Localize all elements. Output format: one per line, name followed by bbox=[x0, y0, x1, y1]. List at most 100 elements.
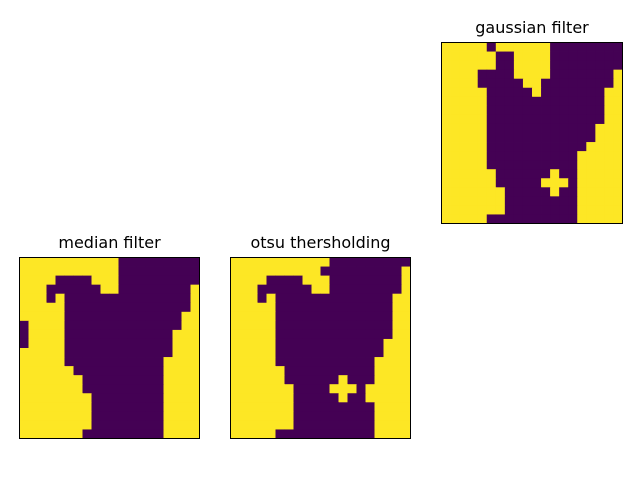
heatmap-cell bbox=[441, 205, 451, 215]
heatmap-cell bbox=[266, 402, 276, 412]
heatmap-cell bbox=[486, 151, 497, 161]
heatmap-cell bbox=[100, 311, 110, 322]
heatmap-cell bbox=[64, 429, 74, 439]
heatmap-cell bbox=[19, 357, 29, 367]
heatmap-cell bbox=[568, 96, 578, 107]
heatmap-cell bbox=[604, 87, 614, 98]
heatmap-cell bbox=[64, 357, 74, 367]
heatmap-cell bbox=[257, 329, 267, 340]
heatmap-cell bbox=[230, 320, 240, 331]
heatmap-cell bbox=[568, 187, 578, 197]
heatmap-cell bbox=[522, 78, 533, 89]
heatmap-cell bbox=[73, 393, 83, 403]
heatmap-cell bbox=[604, 69, 614, 80]
heatmap-cell bbox=[239, 302, 249, 313]
heatmap-cell bbox=[541, 133, 551, 143]
heatmap-cell bbox=[522, 178, 533, 188]
heatmap-cell bbox=[532, 205, 542, 215]
heatmap-cell bbox=[19, 257, 29, 267]
heatmap-cell bbox=[329, 275, 339, 286]
heatmap-cell bbox=[604, 123, 614, 134]
heatmap-cell bbox=[248, 257, 258, 267]
heatmap-cell bbox=[145, 366, 155, 376]
heatmap-cell bbox=[82, 357, 92, 367]
heatmap-cell bbox=[586, 178, 596, 188]
heatmap-cell bbox=[109, 302, 119, 313]
heatmap-cell bbox=[568, 42, 578, 52]
heatmap-cell bbox=[127, 293, 137, 304]
heatmap-cell bbox=[275, 320, 285, 331]
heatmap-cell bbox=[55, 284, 65, 295]
heatmap-cell bbox=[522, 105, 533, 116]
heatmap-cell bbox=[28, 348, 38, 358]
heatmap-cell bbox=[450, 51, 460, 61]
heatmap-cell bbox=[181, 384, 191, 394]
heatmap-cell bbox=[19, 284, 29, 295]
heatmap-cell bbox=[248, 375, 258, 385]
heatmap-cell bbox=[275, 411, 285, 421]
heatmap-cell bbox=[64, 284, 74, 295]
heatmap-cell bbox=[550, 196, 560, 206]
heatmap-cell bbox=[441, 160, 451, 170]
heatmap-cell bbox=[550, 187, 560, 197]
heatmap-cell bbox=[604, 78, 614, 89]
heatmap-cell bbox=[73, 348, 83, 358]
heatmap-cell bbox=[127, 411, 137, 421]
heatmap-cell bbox=[82, 375, 92, 385]
heatmap-cell bbox=[145, 338, 155, 349]
heatmap-cell bbox=[154, 284, 164, 295]
heatmap-cell bbox=[477, 178, 488, 188]
heatmap-cell bbox=[468, 160, 479, 170]
heatmap-cell bbox=[82, 420, 92, 430]
heatmap-cell bbox=[239, 275, 249, 286]
heatmap-cell bbox=[154, 366, 164, 376]
heatmap-cell bbox=[91, 420, 101, 430]
heatmap-cell bbox=[383, 420, 393, 430]
heatmap-cell bbox=[275, 257, 285, 267]
heatmap-cell bbox=[154, 420, 164, 430]
heatmap-cell bbox=[532, 187, 542, 197]
heatmap-cell bbox=[181, 293, 191, 304]
heatmap-cell bbox=[495, 169, 506, 179]
heatmap-cell bbox=[248, 420, 258, 430]
heatmap-cell bbox=[284, 284, 294, 295]
heatmap-cell bbox=[347, 338, 357, 349]
heatmap-cell bbox=[577, 69, 587, 80]
heatmap-cell bbox=[541, 105, 551, 116]
heatmap-cell bbox=[109, 384, 119, 394]
heatmap-cell bbox=[248, 411, 258, 421]
heatmap-cell bbox=[230, 393, 240, 403]
heatmap-cell bbox=[37, 320, 47, 331]
heatmap-cell bbox=[392, 338, 402, 349]
heatmap-cell bbox=[338, 302, 348, 313]
heatmap-cell bbox=[504, 51, 515, 61]
heatmap-cell bbox=[230, 384, 240, 394]
heatmap-cell bbox=[190, 284, 200, 295]
heatmap-cell bbox=[495, 142, 506, 152]
heatmap-cell bbox=[82, 293, 92, 304]
heatmap-cell bbox=[365, 384, 375, 394]
heatmap-cell bbox=[284, 257, 294, 267]
heatmap-cell bbox=[577, 187, 587, 197]
heatmap-cell bbox=[401, 384, 411, 394]
heatmap-cell bbox=[284, 366, 294, 376]
heatmap-cell bbox=[441, 142, 451, 152]
heatmap-cell bbox=[127, 302, 137, 313]
heatmap-cell bbox=[383, 402, 393, 412]
heatmap-cell bbox=[172, 320, 182, 331]
heatmap-cell bbox=[55, 338, 65, 349]
heatmap-cell bbox=[513, 142, 524, 152]
heatmap-cell bbox=[450, 196, 460, 206]
heatmap-cell bbox=[568, 51, 578, 61]
heatmap-cell bbox=[468, 214, 479, 224]
heatmap-cell bbox=[248, 311, 258, 322]
heatmap-cell bbox=[468, 133, 479, 143]
heatmap-cell bbox=[55, 320, 65, 331]
heatmap-cell bbox=[302, 320, 312, 331]
heatmap-cell bbox=[37, 420, 47, 430]
heatmap-cell bbox=[329, 293, 339, 304]
heatmap-cell bbox=[100, 293, 110, 304]
heatmap-cell bbox=[604, 196, 614, 206]
heatmap-cell bbox=[37, 329, 47, 340]
heatmap-cell bbox=[586, 151, 596, 161]
